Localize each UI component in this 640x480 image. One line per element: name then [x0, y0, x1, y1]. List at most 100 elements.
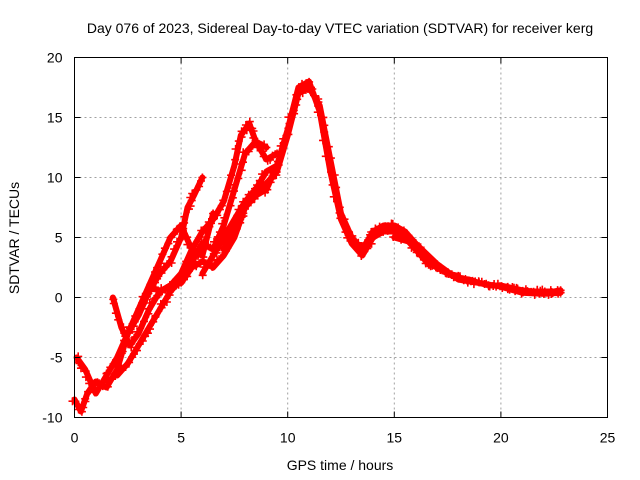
data-point: [469, 280, 478, 289]
data-point: [231, 216, 240, 225]
data-point: [81, 394, 90, 403]
data-point: [198, 173, 207, 182]
data-point: [158, 250, 167, 259]
data-point: [412, 248, 421, 257]
y-tick-label: 0: [55, 290, 63, 306]
data-point: [222, 187, 231, 196]
data-point: [327, 168, 335, 176]
data-point: [145, 299, 154, 307]
data-point: [151, 311, 160, 320]
data-point: [240, 204, 249, 213]
data-point: [163, 260, 172, 269]
data-point: [213, 255, 221, 264]
data-point: [230, 187, 238, 196]
data-point: [218, 219, 227, 228]
data-point: [275, 150, 284, 159]
series-line: [71, 174, 206, 415]
data-point: [131, 312, 140, 320]
data-point: [293, 95, 302, 104]
data-point: [173, 237, 181, 246]
data-point: [442, 269, 451, 278]
x-tick-label: 25: [600, 430, 616, 446]
data-point: [463, 278, 472, 287]
data-point: [245, 117, 254, 126]
data-point: [180, 212, 189, 221]
data-point: [321, 152, 330, 161]
data-point: [79, 403, 88, 412]
data-point: [389, 233, 398, 241]
y-axis-label: SDTVAR / TECUs: [6, 182, 22, 294]
data-point: [156, 300, 165, 308]
data-point: [363, 244, 372, 253]
data-point: [242, 126, 251, 135]
data-point: [289, 106, 298, 115]
y-tick-label: -5: [50, 350, 63, 366]
data-point: [219, 244, 228, 253]
data-point: [427, 256, 436, 265]
data-point: [517, 289, 526, 298]
data-point: [231, 155, 240, 164]
data-point: [102, 369, 111, 378]
data-point: [149, 274, 158, 283]
data-point: [245, 144, 254, 153]
data-point: [386, 225, 395, 234]
data-point: [228, 228, 237, 237]
data-point: [409, 240, 418, 249]
data-point: [117, 364, 126, 373]
data-point: [320, 121, 329, 130]
data-point: [340, 219, 349, 228]
data-point: [251, 185, 260, 193]
data-point: [218, 252, 227, 260]
data-point: [279, 134, 288, 143]
data-point: [284, 113, 293, 122]
data-point: [117, 349, 126, 358]
data-point: [188, 189, 197, 198]
data-point: [530, 290, 539, 299]
data-point: [329, 192, 338, 201]
data-point: [192, 260, 201, 269]
data-point: [213, 211, 222, 220]
data-point: [249, 127, 258, 135]
data-point: [151, 268, 159, 276]
data-point: [255, 176, 264, 185]
data-point: [138, 337, 147, 345]
data-point: [85, 379, 94, 388]
data-point: [153, 263, 162, 272]
data-point: [228, 193, 237, 202]
data-point: [74, 358, 83, 367]
data-point: [213, 232, 222, 241]
y-tick-label: 5: [55, 230, 63, 246]
data-point: [81, 373, 90, 382]
series-line: [391, 234, 564, 297]
data-point: [111, 309, 120, 318]
y-tick-label: -10: [42, 410, 62, 426]
data-point: [152, 293, 161, 302]
data-point: [505, 285, 514, 294]
data-point: [308, 85, 317, 93]
data-point: [266, 178, 275, 187]
x-tick-label: 10: [280, 430, 296, 446]
data-point: [162, 298, 171, 306]
data-point: [335, 203, 344, 212]
data-point: [336, 214, 345, 223]
data-point: [220, 213, 229, 222]
data-point: [259, 152, 268, 161]
data-point: [167, 281, 176, 290]
data-point: [243, 199, 252, 208]
data-point: [210, 237, 218, 246]
data-point: [474, 277, 483, 286]
data-point: [206, 256, 215, 265]
data-point: [251, 136, 260, 145]
data-point: [100, 376, 109, 385]
data-point: [143, 329, 152, 338]
data-point: [319, 136, 327, 145]
data-point: [195, 182, 204, 191]
data-point: [126, 340, 135, 349]
data-point: [258, 170, 267, 179]
data-point: [114, 354, 123, 363]
data-point: [341, 228, 350, 237]
data-point: [95, 381, 104, 390]
data-point: [157, 284, 166, 293]
data-point: [198, 256, 207, 265]
data-point: [556, 288, 565, 297]
